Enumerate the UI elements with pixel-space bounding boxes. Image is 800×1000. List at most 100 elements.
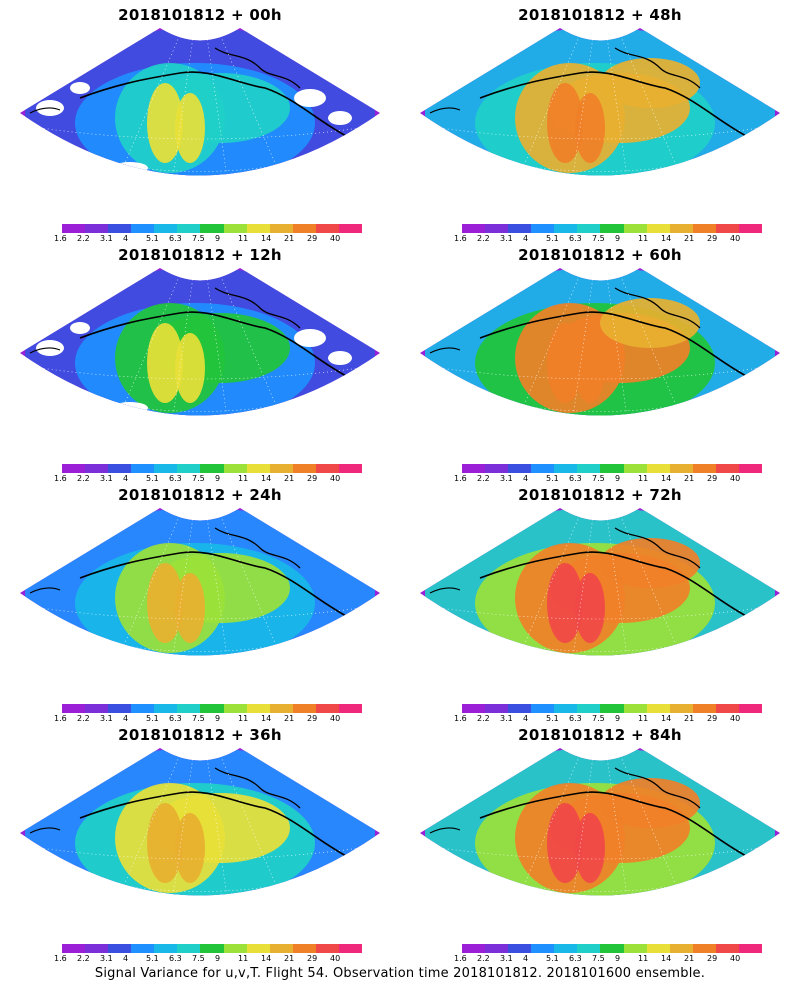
colorbar-swatch [177,464,201,473]
panel-title: 2018101812 + 84h [518,726,682,744]
colorbar-swatch [246,464,270,473]
colorbar-swatch [108,224,132,233]
colorbar-swatch [508,704,532,713]
colorbar-swatch [508,944,532,953]
colorbar-tick-label: 11 [638,474,649,483]
colorbar-tick-label: 1.6 [54,474,67,483]
colorbar-tick-label: 3.1 [500,234,513,243]
colorbar-swatch [131,224,155,233]
colorbar-swatch [669,704,693,713]
colorbar-tick-label: 2.2 [77,234,90,243]
colorbar-swatch [223,944,247,953]
colorbar-swatch [692,464,716,473]
panel-title: 2018101812 + 72h [518,486,682,504]
panel-title: 2018101812 + 48h [518,6,682,24]
colorbar-swatch [692,224,716,233]
colorbar-swatch [669,464,693,473]
colorbar-tick-label: 5.1 [146,714,159,723]
colorbar-tick-label: 2.2 [477,234,490,243]
colorbar-tick-label: 1.6 [54,234,67,243]
colorbar-swatch [692,704,716,713]
colorbar-tick-label: 21 [684,234,695,243]
colorbar-tick-label: 21 [684,474,695,483]
colorbar-swatch [646,464,670,473]
colorbar-tick-label: 29 [307,714,318,723]
panel-title: 2018101812 + 12h [118,246,282,264]
colorbar-tick-label: 40 [730,474,741,483]
colorbar-swatch [85,464,109,473]
colorbar-swatch [108,464,132,473]
colorbar-swatch [577,944,601,953]
colorbar-swatch [200,464,224,473]
colorbar-tick-label: 14 [661,234,672,243]
colorbar-tick-label: 7.5 [592,234,605,243]
colorbar-tick-label: 21 [284,234,295,243]
colorbar-tick-label: 9 [215,714,221,723]
colorbar-swatch [315,944,339,953]
colorbar-swatch [485,224,509,233]
colorbar [62,704,363,713]
colorbar-swatch [669,944,693,953]
colorbar-swatch [338,704,363,713]
colorbar-tick-label: 7.5 [192,474,205,483]
colorbar-tick-label: 3.1 [100,954,113,963]
colorbar-swatch [600,464,624,473]
colorbar-swatch [531,944,555,953]
colorbar-swatch [692,944,716,953]
colorbar-swatch [200,704,224,713]
colorbar-tick-label: 11 [238,954,249,963]
colorbar-swatch [292,704,316,713]
colorbar-tick-label: 29 [707,954,718,963]
map-panel: 2018101812 + 60h 1.6 2.2 3.1 4 5.1 6.3 7.5 9 11 14… [400,240,800,483]
colorbar-tick-label: 21 [284,714,295,723]
colorbar-tick-label: 6.3 [569,954,582,963]
colorbar-labels: 1.6 2.2 3.1 4 5.1 6.3 7.5 9 11 14 21 29 40 [54,474,354,484]
colorbar-swatch [646,224,670,233]
colorbar-swatch [646,704,670,713]
map-panel: 2018101812 + 24h 1.6 2.2 3.1 4 5.1 6.3 7.5 9 11 14… [0,480,400,723]
colorbar-tick-label: 4 [123,714,129,723]
colorbar [462,704,763,713]
colorbar-tick-label: 40 [330,234,341,243]
colorbar-tick-label: 14 [261,714,272,723]
colorbar-swatch [200,944,224,953]
colorbar-tick-label: 40 [330,954,341,963]
colorbar-swatch [623,224,647,233]
colorbar-swatch [315,704,339,713]
colorbar-swatch [338,224,363,233]
colorbar-swatch [531,464,555,473]
colorbar-tick-label: 11 [238,234,249,243]
colorbar-tick-label: 2.2 [77,714,90,723]
colorbar-tick-label: 2.2 [477,714,490,723]
colorbar-tick-label: 2.2 [77,954,90,963]
colorbar-tick-label: 9 [215,234,221,243]
colorbar-tick-label: 11 [638,954,649,963]
colorbar-tick-label: 9 [615,954,621,963]
colorbar-tick-label: 3.1 [100,474,113,483]
polar-map [20,28,380,176]
colorbar-swatch [715,224,739,233]
colorbar-swatch [554,704,578,713]
colorbar-swatch [200,224,224,233]
colorbar-tick-label: 5.1 [146,474,159,483]
colorbar-tick-label: 40 [730,714,741,723]
colorbar-swatch [177,704,201,713]
colorbar-swatch [177,944,201,953]
colorbar-swatch [315,464,339,473]
colorbar-swatch [715,944,739,953]
colorbar-tick-label: 21 [684,714,695,723]
colorbar-swatch [292,224,316,233]
colorbar-tick-label: 9 [615,474,621,483]
colorbar-tick-label: 29 [707,714,718,723]
colorbar-tick-label: 6.3 [569,234,582,243]
colorbar-swatch [154,464,178,473]
colorbar-tick-label: 11 [638,234,649,243]
colorbar-tick-label: 6.3 [169,474,182,483]
colorbar-swatch [600,944,624,953]
colorbar-swatch [177,224,201,233]
colorbar-tick-label: 40 [330,714,341,723]
colorbar-swatch [577,704,601,713]
colorbar-tick-label: 2.2 [477,954,490,963]
colorbar-swatch [462,464,486,473]
colorbar-tick-label: 5.1 [146,234,159,243]
